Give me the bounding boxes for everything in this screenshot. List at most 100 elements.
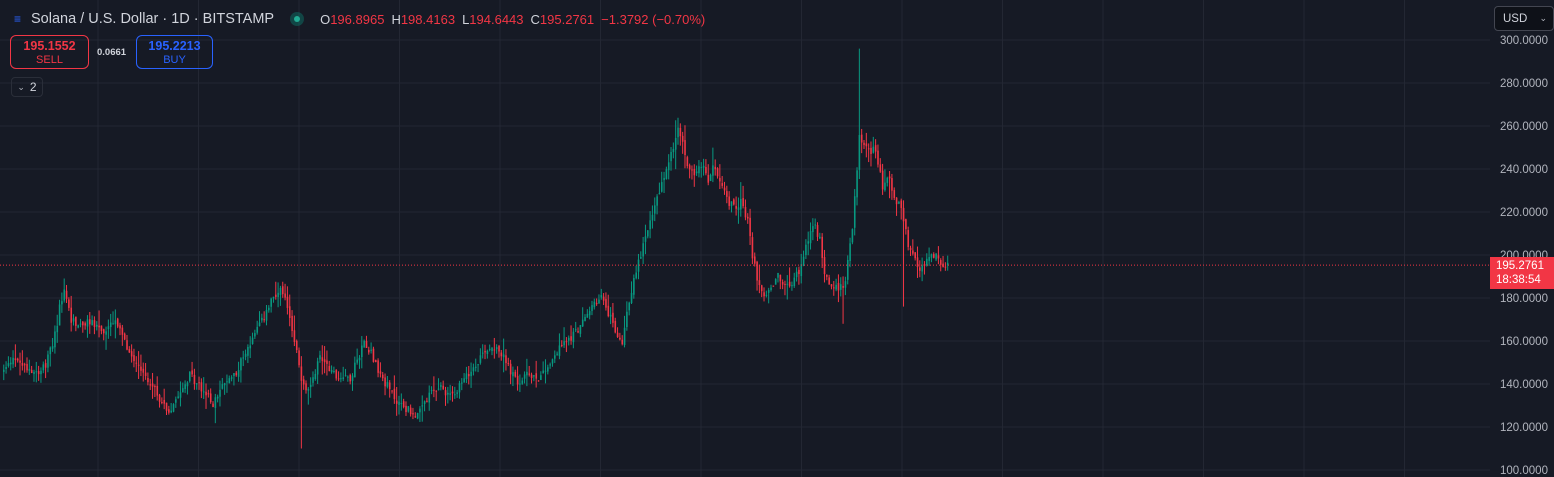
buy-button[interactable]: 195.2213 BUY [136, 35, 213, 69]
candle-body [54, 331, 56, 348]
candle-body [505, 355, 507, 364]
candle-body [872, 146, 875, 153]
low-key: L [462, 11, 470, 27]
symbol-title[interactable]: Solana / U.S. Dollar · 1D · BITSTAMP [31, 11, 275, 27]
currency-select[interactable]: USD ⌄ [1494, 6, 1554, 31]
candle-body [926, 258, 928, 266]
candle-body [649, 220, 651, 230]
candle-body [212, 403, 214, 408]
price-axis[interactable]: 100.0000 120.0000 140.0000 160.0000 180.0000… [1490, 0, 1554, 477]
candle-body [730, 201, 733, 207]
sell-button[interactable]: 195.1552 SELL [10, 35, 89, 69]
candle-body [609, 314, 612, 317]
candle-body [200, 382, 203, 392]
candle-body [519, 383, 521, 385]
candle-body [593, 301, 596, 308]
candle-body [800, 264, 803, 277]
candle-body [512, 372, 514, 377]
candle-body [261, 317, 263, 321]
candle-body [128, 349, 131, 353]
candle-body [249, 345, 252, 349]
chart-grid [0, 0, 1490, 477]
candle-body [356, 359, 358, 363]
candle-body [840, 284, 842, 290]
candle-body [474, 366, 477, 368]
candle-body [214, 397, 217, 408]
price-axis-bg [1490, 0, 1554, 477]
candle-body [272, 296, 275, 299]
candle-body [623, 327, 626, 346]
candle-body [712, 165, 714, 176]
candle-body [335, 370, 338, 379]
candle-body [823, 256, 826, 275]
candle-body [86, 319, 89, 327]
candle-body [723, 187, 726, 191]
candle-body [605, 298, 607, 308]
sell-price: 195.1552 [23, 39, 76, 53]
candle-body [684, 140, 686, 156]
candle-body [774, 279, 777, 285]
candle-body [51, 346, 54, 349]
candle-body [937, 255, 940, 259]
candle-body [142, 368, 145, 373]
candle-body [28, 368, 31, 371]
candle-body [540, 375, 542, 380]
candle-body [121, 327, 124, 335]
change-value: −1.3792 (−0.70%) [601, 11, 706, 27]
candle-body [416, 412, 419, 419]
candle-body [170, 410, 172, 413]
candle-body [265, 309, 268, 321]
candle-body [802, 256, 805, 266]
candle-body [326, 360, 328, 364]
candle-body [751, 237, 754, 259]
candle-body [379, 371, 382, 374]
candle-body [205, 391, 207, 396]
symbol-bars-icon[interactable]: ≡ [14, 12, 22, 26]
candle-body [33, 371, 35, 374]
candle-body [939, 260, 942, 265]
candle-body [798, 269, 800, 275]
candle-body [63, 289, 66, 301]
price-tick-label: 160.0000 [1500, 336, 1548, 348]
candle-body [837, 282, 840, 291]
candle-body [102, 329, 105, 334]
candle-body [65, 290, 68, 299]
candle-body [19, 360, 21, 363]
candle-body [702, 165, 705, 168]
candle-body [914, 252, 916, 259]
candle-body [321, 357, 324, 362]
candle-body [340, 378, 342, 380]
candle-body [563, 341, 565, 346]
candle-body [270, 298, 272, 307]
candle-body [921, 265, 923, 272]
candle-body [282, 286, 284, 295]
candle-body [426, 400, 428, 402]
sell-label: SELL [36, 54, 63, 66]
candle-body [737, 207, 740, 211]
candle-body [21, 362, 24, 366]
spread-value: 0.0661 [97, 47, 127, 58]
candle-body [865, 143, 868, 147]
candle-body [251, 337, 254, 345]
candle-body [419, 408, 421, 413]
candle-body [312, 377, 314, 383]
candle-body [472, 367, 475, 372]
candle-body [567, 337, 570, 341]
candle-body [709, 174, 712, 182]
market-open-status-icon[interactable] [290, 12, 305, 26]
candle-body [26, 363, 28, 371]
chevron-down-icon: ⌄ [1539, 13, 1547, 23]
candle-body [686, 157, 689, 167]
candle-body [414, 416, 417, 418]
indicators-collapse-button[interactable]: ⌄ 2 [11, 77, 43, 97]
candle-body [749, 217, 751, 237]
candle-body [830, 284, 833, 287]
candle-body [291, 315, 293, 331]
candle-body [309, 384, 312, 388]
candle-body [561, 344, 563, 346]
candle-body [565, 341, 568, 343]
candle-body [628, 302, 631, 311]
candle-body [435, 390, 438, 392]
candle-body [902, 207, 905, 222]
